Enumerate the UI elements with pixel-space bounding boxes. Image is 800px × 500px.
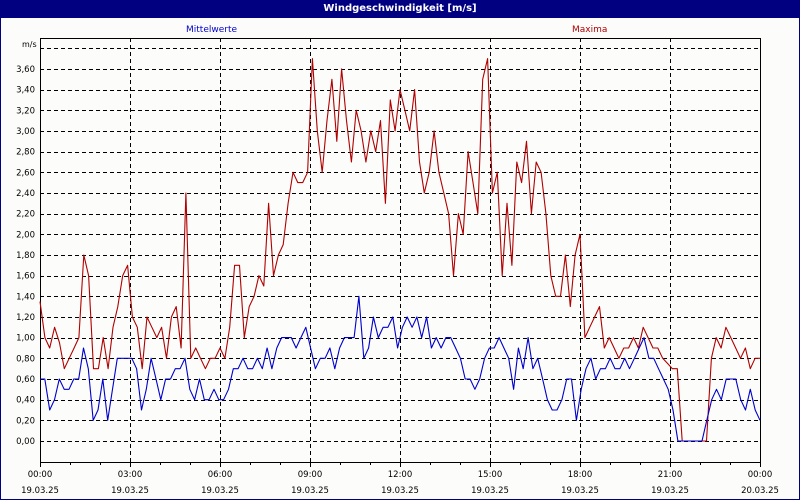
y-tick-label: 1,80 bbox=[16, 251, 35, 261]
x-tick-time: 09:00 bbox=[298, 470, 323, 480]
y-axis-unit: m/s bbox=[22, 40, 37, 49]
y-tick-label: 1,20 bbox=[16, 313, 35, 323]
x-tick-time: 21:00 bbox=[658, 470, 683, 480]
y-tick-label: 2,80 bbox=[16, 148, 35, 158]
y-tick-label: 1,60 bbox=[16, 272, 35, 282]
x-tick-date: 19.03.25 bbox=[291, 486, 329, 496]
y-tick-label: 0,00 bbox=[16, 437, 35, 447]
y-tick-label: 1,40 bbox=[16, 292, 35, 302]
legend-max: Maxima bbox=[572, 25, 608, 35]
legend-mean: Mittelwerte bbox=[186, 25, 238, 35]
y-tick-label: 3,40 bbox=[16, 86, 35, 96]
chart-title: Windgeschwindigkeit [m/s] bbox=[0, 0, 800, 18]
y-tick-label: 0,40 bbox=[16, 396, 35, 406]
x-tick-date: 20.03.25 bbox=[741, 486, 779, 496]
y-tick-label: 3,20 bbox=[16, 106, 35, 116]
x-tick-date: 19.03.25 bbox=[21, 486, 59, 496]
y-tick-label: 2,20 bbox=[16, 210, 35, 220]
x-tick-time: 00:00 bbox=[748, 470, 773, 480]
x-tick-date: 19.03.25 bbox=[111, 486, 149, 496]
x-tick-time: 03:00 bbox=[118, 470, 143, 480]
x-tick-date: 19.03.25 bbox=[381, 486, 419, 496]
y-tick-label: 0,60 bbox=[16, 375, 35, 385]
y-tick-label: 0,20 bbox=[16, 416, 35, 426]
series-mittelwerte-line bbox=[40, 295, 761, 442]
y-tick-label: 3,00 bbox=[16, 127, 35, 137]
y-tick-label: 1,00 bbox=[16, 334, 35, 344]
x-tick-date: 19.03.25 bbox=[651, 486, 689, 496]
x-tick-date: 19.03.25 bbox=[471, 486, 509, 496]
y-tick-label: 2,60 bbox=[16, 168, 35, 178]
x-tick-time: 15:00 bbox=[478, 470, 503, 480]
x-tick-time: 00:00 bbox=[28, 470, 53, 480]
x-tick-time: 18:00 bbox=[568, 470, 593, 480]
y-tick-label: 2,00 bbox=[16, 230, 35, 240]
y-tick-label: 3,60 bbox=[16, 65, 35, 75]
x-tick-date: 19.03.25 bbox=[561, 486, 599, 496]
y-tick-label: 2,40 bbox=[16, 189, 35, 199]
x-tick-date: 19.03.25 bbox=[201, 486, 239, 496]
x-tick-time: 06:00 bbox=[208, 470, 233, 480]
x-tick-time: 12:00 bbox=[388, 470, 413, 480]
y-tick-label: 0,80 bbox=[16, 354, 35, 364]
series-maxima-line bbox=[39, 58, 760, 442]
